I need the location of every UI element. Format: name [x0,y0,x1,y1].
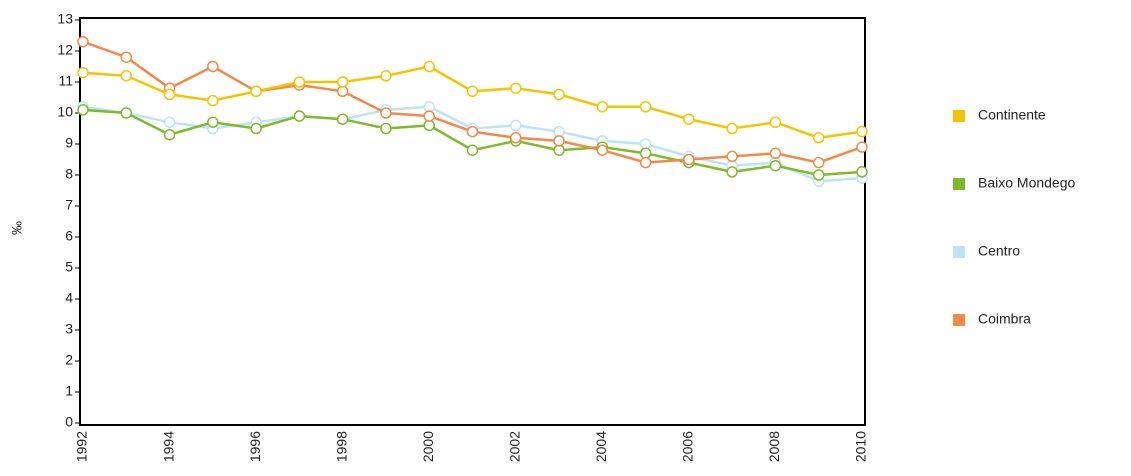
legend-swatch [953,110,965,122]
x-tick-label: 2008 [766,431,782,462]
point [423,101,435,113]
point [120,51,133,63]
point [380,122,392,135]
point [856,125,868,138]
y-tick-label: 13 [57,11,73,27]
y-tick-label: 8 [65,166,73,182]
point [293,76,306,88]
y-tick-label: 2 [65,352,73,368]
point [639,101,652,113]
point [466,85,479,98]
point [553,125,565,138]
y-tick-label: 5 [65,259,73,275]
point [596,144,609,156]
point [639,156,652,169]
y-tick-label: 11 [58,73,73,89]
point [553,88,565,101]
point [163,128,176,141]
point [380,70,392,82]
x-tick-label: 2010 [853,431,869,462]
point [77,35,89,48]
point [120,107,133,119]
y-axis-label: ‰ [9,221,25,235]
point [726,122,738,135]
point [207,116,219,129]
x-tick-label: 1992 [74,431,90,462]
point [380,107,392,119]
point [423,60,435,73]
point [466,125,479,138]
point [466,144,479,156]
point [812,132,825,144]
x-tick-label: 2006 [680,431,696,462]
point [293,110,306,122]
point [510,119,522,132]
x-tick-label: 1996 [247,431,263,462]
y-tick-label: 0 [65,414,73,430]
point [639,138,652,150]
legend-swatch [953,178,965,190]
x-tick-label: 1998 [333,431,349,462]
y-tick-label: 4 [65,290,73,306]
plot-frame [79,17,866,426]
y-tick-label: 9 [65,135,73,151]
x-tick-label: 1994 [160,431,176,462]
point [812,169,825,181]
point [250,122,262,135]
x-tick-label: 2004 [593,431,609,462]
y-tick-label: 10 [57,104,73,120]
point [423,119,435,132]
point [856,141,868,153]
point [726,166,738,178]
point [769,147,782,160]
x-tick-label: 2000 [420,431,436,462]
point [596,101,609,113]
point [336,76,349,88]
legend-label: Centro [978,243,1020,259]
point [856,166,868,178]
point [336,85,349,98]
point [207,60,219,73]
legend-label: Baixo Mondego [978,175,1076,191]
point [336,113,349,125]
x-tick-label: 2002 [506,431,522,462]
y-tick-label: 3 [65,321,73,337]
y-tick-label: 6 [65,228,73,244]
y-tick-label: 12 [57,42,73,58]
point [553,135,565,147]
point [769,116,782,129]
point [639,147,652,160]
y-tick-label: 1 [65,383,73,399]
point [726,150,738,163]
legend-label: Coimbra [978,311,1031,327]
point [77,104,89,116]
point [423,110,435,122]
legend-label: Continente [978,107,1046,123]
point [510,82,522,94]
point [812,156,825,169]
point [207,94,219,107]
point [683,153,695,166]
point [769,159,782,172]
legend-swatch [953,246,965,258]
legend-swatch [953,314,965,326]
point [163,116,176,129]
y-tick-label: 7 [65,197,73,213]
point [510,132,522,144]
point [683,113,695,125]
point [77,66,89,79]
point [553,144,565,156]
point [163,88,176,101]
point [120,70,133,82]
point [250,85,262,98]
